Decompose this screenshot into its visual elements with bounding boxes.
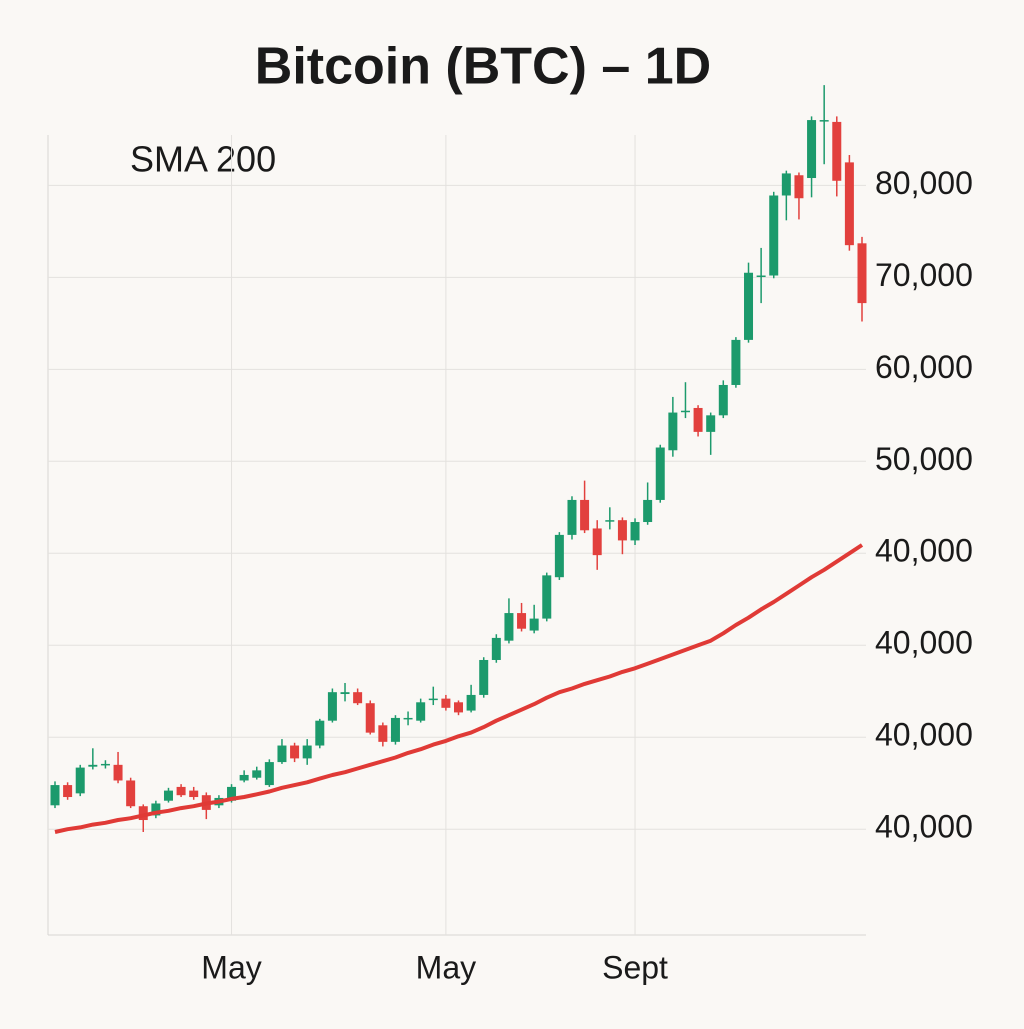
candle-body (744, 272, 754, 340)
candle-body (138, 806, 148, 821)
sma-line (54, 543, 864, 834)
candle-body (617, 520, 627, 541)
candle-body (264, 762, 274, 786)
candle-body (151, 803, 161, 816)
candle-body (428, 698, 438, 701)
candle-body (605, 520, 615, 522)
candle-body (655, 447, 665, 500)
candle-body (340, 692, 350, 695)
candle-body (832, 121, 842, 181)
candle-body (731, 339, 741, 385)
candle-body (567, 499, 577, 535)
candle-body (680, 410, 690, 413)
candle-body (403, 717, 413, 720)
y-tick-label: 40,000 (875, 533, 973, 569)
candle-body (290, 745, 300, 759)
candle-body (554, 534, 564, 578)
candle-body (302, 745, 312, 759)
candle-body (100, 763, 110, 766)
candle-body (756, 275, 766, 278)
candle-body (529, 618, 539, 631)
candle-body (668, 412, 678, 451)
candle-body (479, 659, 489, 695)
candle-body (819, 120, 829, 122)
candle-body (580, 499, 590, 531)
candle-body (794, 175, 804, 199)
candle-body (353, 692, 363, 704)
candle-body (781, 173, 791, 196)
candle-body (113, 764, 123, 781)
candle-body (239, 774, 249, 781)
candle-body (844, 162, 854, 246)
candle-body (807, 120, 817, 179)
chart-title: Bitcoin (BTC) – 1D (255, 38, 711, 96)
candle-body (630, 522, 640, 541)
y-tick-label: 40,000 (875, 625, 973, 661)
y-tick-label: 40,000 (875, 809, 973, 845)
candle-body (163, 790, 173, 801)
candle-body (643, 499, 653, 523)
candle-body (454, 702, 463, 713)
legend-label: SMA 200 (130, 139, 276, 180)
y-tick-label: 70,000 (875, 257, 973, 293)
candle-body (63, 785, 73, 798)
candle-body (693, 407, 703, 432)
x-tick-label: May (416, 949, 476, 985)
y-tick-label: 60,000 (875, 349, 973, 385)
candle-body (75, 767, 85, 794)
candle-body (542, 575, 552, 619)
y-tick-label: 50,000 (875, 441, 973, 477)
candle-body (50, 785, 60, 806)
candle-body (504, 613, 514, 641)
candle-body (277, 745, 287, 763)
candle-body (126, 780, 136, 807)
candle-body (517, 613, 527, 629)
candle-body (378, 725, 388, 742)
candle-body (466, 694, 476, 711)
candle-body (189, 790, 199, 798)
y-tick-label: 40,000 (875, 717, 973, 753)
candle-body (491, 637, 501, 660)
candle-body (769, 195, 779, 276)
candle-body (365, 703, 375, 733)
candle-body (88, 764, 98, 767)
candle-body (176, 786, 186, 796)
candle-body (592, 528, 602, 556)
candle-body (327, 692, 337, 721)
x-tick-label: Sept (602, 949, 668, 985)
candle-body (252, 770, 262, 778)
candle-body (718, 384, 728, 416)
candle-body (706, 415, 716, 432)
candle-body (441, 698, 451, 708)
x-tick-label: May (201, 949, 261, 985)
candle-body (857, 243, 867, 304)
candle-body (416, 702, 426, 721)
y-tick-label: 80,000 (875, 165, 973, 201)
candle-body (315, 720, 325, 746)
candle-body (390, 717, 400, 742)
candle-body (227, 786, 237, 801)
